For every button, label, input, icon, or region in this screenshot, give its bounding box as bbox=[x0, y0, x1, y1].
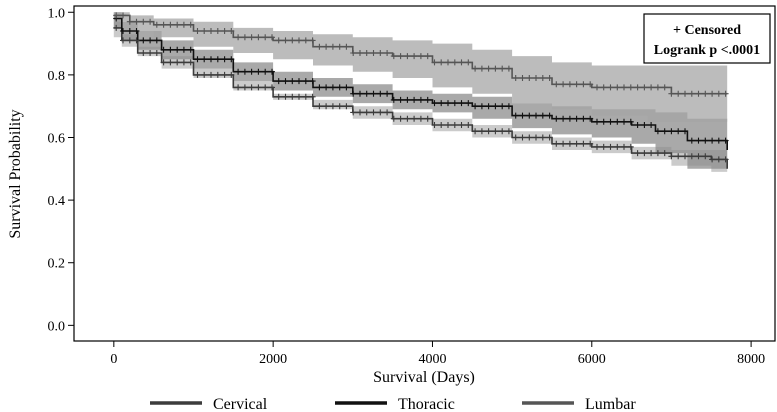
y-axis-title: Survival Probability bbox=[7, 109, 24, 238]
legend-label-thoracic: Thoracic bbox=[398, 396, 455, 412]
x-tick-label: 2000 bbox=[259, 352, 287, 367]
x-tick-label: 8000 bbox=[737, 352, 765, 367]
lumbar-ci-band bbox=[113, 12, 728, 122]
lumbar-censor-marks bbox=[113, 12, 729, 97]
thoracic-ci-band bbox=[113, 12, 728, 176]
legend-item-cervical: Cervical bbox=[150, 396, 268, 412]
legend-item-lumbar: Lumbar bbox=[522, 396, 636, 412]
y-tick-label: 0.4 bbox=[48, 194, 66, 209]
y-axis: 0.0 0.2 0.4 0.6 0.8 1.0 bbox=[48, 6, 74, 334]
x-tick-label: 6000 bbox=[578, 352, 606, 367]
y-tick-label: 0.2 bbox=[48, 257, 66, 272]
x-axis: 0 2000 4000 6000 8000 bbox=[110, 341, 765, 367]
y-tick-label: 0.8 bbox=[48, 69, 66, 84]
cervical-censor-marks bbox=[113, 24, 729, 163]
legend-label-cervical: Cervical bbox=[213, 396, 268, 412]
annotation-box: + Censored Logrank p <.0001 bbox=[643, 13, 771, 64]
confidence-bands bbox=[113, 12, 728, 176]
x-tick-label: 0 bbox=[110, 352, 117, 367]
legend-item-thoracic: Thoracic bbox=[335, 396, 455, 412]
plot-frame bbox=[73, 5, 776, 342]
censor-marks bbox=[113, 12, 729, 163]
legend-label-lumbar: Lumbar bbox=[585, 396, 636, 412]
logrank-note: Logrank p <.0001 bbox=[654, 43, 760, 58]
thoracic-censor-marks bbox=[113, 15, 729, 144]
y-tick-label: 0.0 bbox=[48, 319, 66, 334]
y-tick-label: 1.0 bbox=[48, 6, 66, 21]
annotation-frame bbox=[643, 13, 771, 64]
x-axis-title: Survival (Days) bbox=[373, 369, 475, 386]
x-tick-label: 4000 bbox=[418, 352, 446, 367]
y-tick-label: 0.6 bbox=[48, 131, 66, 146]
legend: Cervical Thoracic Lumbar bbox=[150, 396, 636, 412]
censored-note: + Censored bbox=[673, 23, 741, 38]
